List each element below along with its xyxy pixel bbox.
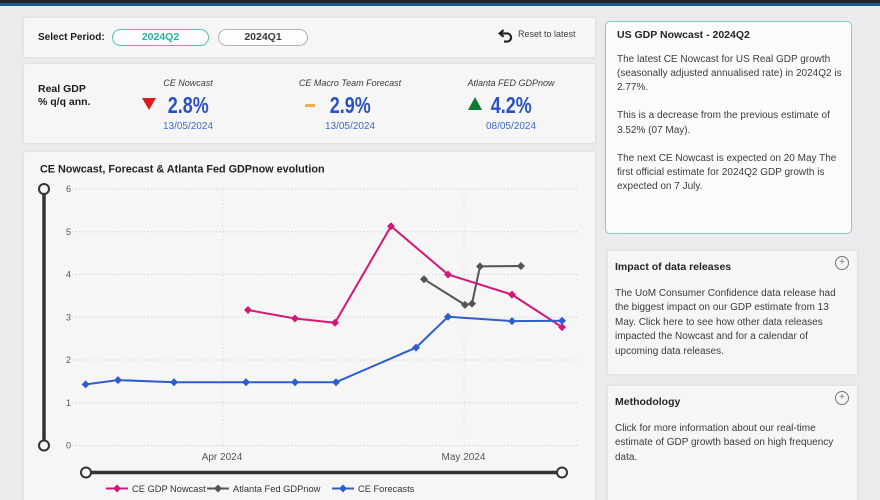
svg-text:Apr 2024: Apr 2024 bbox=[202, 452, 243, 463]
svg-text:CE Nowcast, Forecast & Atlanta: CE Nowcast, Forecast & Atlanta Fed GDPno… bbox=[40, 164, 325, 176]
svg-text:May 2024: May 2024 bbox=[442, 452, 486, 463]
svg-text:1: 1 bbox=[66, 398, 71, 408]
svg-text:CE Forecasts: CE Forecasts bbox=[358, 484, 415, 494]
svg-text:Atlanta Fed GDPnow: Atlanta Fed GDPnow bbox=[233, 484, 321, 494]
svg-text:4: 4 bbox=[66, 270, 71, 280]
svg-text:0: 0 bbox=[66, 441, 71, 451]
svg-text:3: 3 bbox=[66, 312, 71, 322]
svg-text:CE GDP Nowcast: CE GDP Nowcast bbox=[132, 484, 206, 494]
svg-text:2: 2 bbox=[66, 355, 71, 365]
svg-text:6: 6 bbox=[66, 184, 71, 194]
svg-text:5: 5 bbox=[66, 227, 71, 237]
